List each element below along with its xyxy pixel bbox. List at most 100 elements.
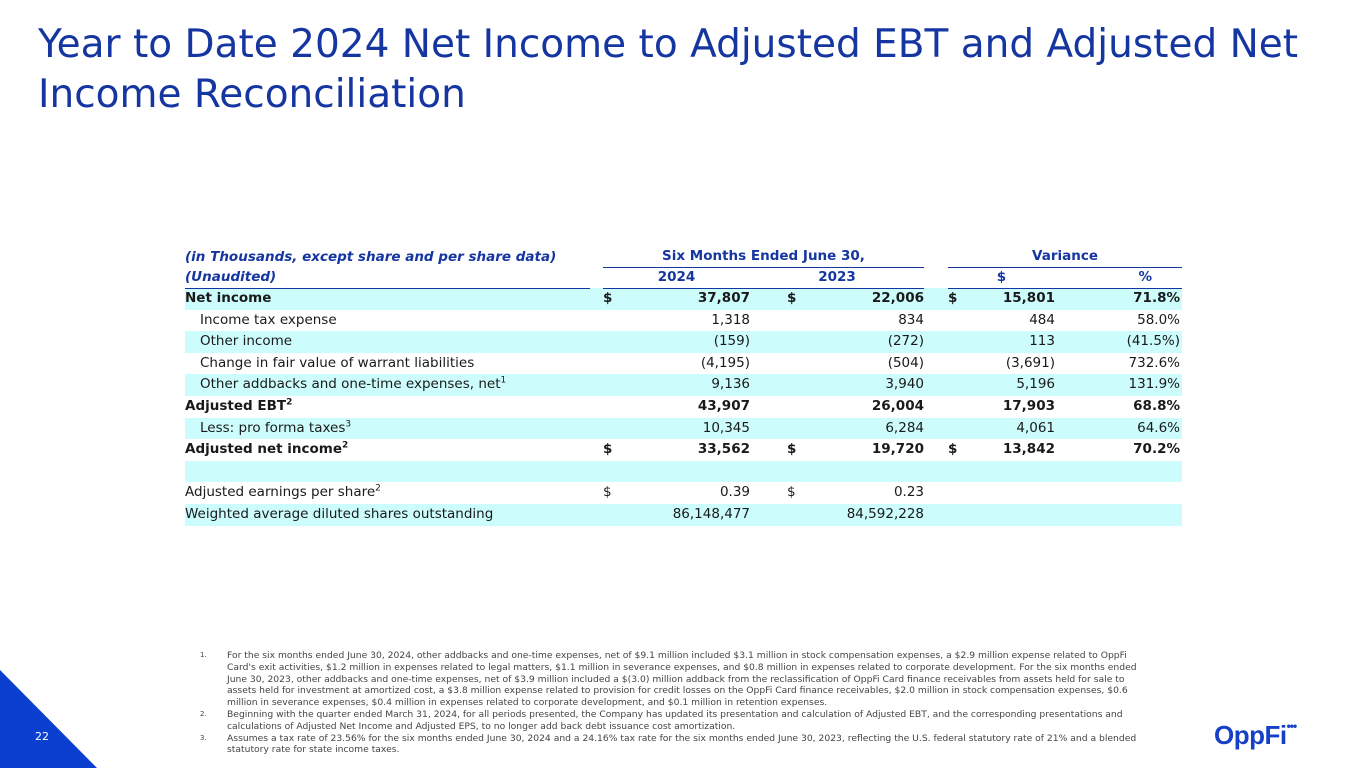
value-2024: (4,195) bbox=[625, 353, 750, 375]
variance-dollar-text: (3,691) bbox=[1005, 354, 1055, 371]
row-label: Adjusted EBT2 bbox=[185, 396, 603, 418]
footnotes: 1. For the six months ended June 30, 2024… bbox=[200, 650, 1140, 756]
page-title: Year to Date 2024 Net Income to Adjusted… bbox=[38, 22, 1299, 117]
value-2024: 43,907 bbox=[625, 396, 750, 418]
dollar-sign-2024-text: $ bbox=[603, 441, 613, 458]
row-label: Less: pro forma taxes3 bbox=[185, 418, 603, 440]
table-header-row-1: (in Thousands, except share and per shar… bbox=[185, 246, 1182, 268]
variance-dollar: 15,801 bbox=[968, 288, 1055, 310]
variance-dollar: 5,196 bbox=[968, 374, 1055, 396]
reconciliation-table: (in Thousands, except share and per shar… bbox=[185, 246, 1182, 526]
col-2023-header: 2023 bbox=[750, 267, 924, 289]
footnote-ref: 1 bbox=[500, 375, 507, 386]
value-2024-text: 33,562 bbox=[697, 441, 750, 458]
dollar-sign-2024: $ bbox=[603, 288, 625, 310]
variance-dollar: 484 bbox=[968, 310, 1055, 332]
value-2024-text: 86,148,477 bbox=[672, 505, 750, 522]
row-label: Other addbacks and one-time expenses, ne… bbox=[185, 374, 603, 396]
value-2024-text: 43,907 bbox=[697, 397, 750, 414]
footnote: 2. Beginning with the quarter ended March… bbox=[200, 709, 1140, 733]
table-row: Less: pro forma taxes3 10,345 6,284 4,061 64… bbox=[185, 417, 1182, 440]
spacer-row bbox=[185, 460, 1182, 483]
row-label: Net income bbox=[185, 288, 603, 310]
variance-dollar: (3,691) bbox=[968, 353, 1055, 375]
value-2023-text: (272) bbox=[887, 333, 924, 350]
dollar-sign-2023: $ bbox=[750, 482, 800, 504]
value-2023-text: 6,284 bbox=[885, 419, 924, 436]
value-2023: 19,720 bbox=[800, 439, 924, 461]
dollar-sign-2023-text: $ bbox=[787, 484, 796, 501]
footnote-ref: 2 bbox=[342, 440, 349, 451]
row-label: Income tax expense bbox=[185, 310, 603, 332]
table-row: Adjusted earnings per share2 $0.39 $0.23 bbox=[185, 482, 1182, 504]
value-2023-text: 834 bbox=[898, 311, 924, 328]
variance-percent: 732.6% bbox=[1055, 353, 1182, 375]
variance-dollar-text: 5,196 bbox=[1016, 376, 1055, 393]
col-var-dollar-header: $ bbox=[948, 267, 1055, 289]
variance-dollar-text: 113 bbox=[1029, 333, 1055, 350]
dollar-sign-2023-text: $ bbox=[787, 441, 797, 458]
corner-triangle-decoration bbox=[0, 670, 97, 768]
row-label: Change in fair value of warrant liabilit… bbox=[185, 353, 603, 375]
footnote: 1. For the six months ended June 30, 2024… bbox=[200, 650, 1140, 709]
footnote-ref: 2 bbox=[375, 483, 381, 494]
table-row: Income tax expense 1,318 834 484 58.0% bbox=[185, 310, 1182, 332]
value-2024: 33,562 bbox=[625, 439, 750, 461]
row-label: Adjusted net income2 bbox=[185, 439, 603, 461]
variance-dollar: 17,903 bbox=[968, 396, 1055, 418]
footnote-ref: 2 bbox=[286, 397, 293, 408]
row-label-text: Change in fair value of warrant liabilit… bbox=[200, 354, 475, 371]
value-2023: 22,006 bbox=[800, 288, 924, 310]
row-label: Adjusted earnings per share2 bbox=[185, 482, 603, 504]
unaudited-label: (Unaudited) bbox=[185, 267, 590, 289]
table-row: Adjusted EBT2 43,907 26,004 17,903 68.8% bbox=[185, 396, 1182, 418]
variance-percent-text: 70.2% bbox=[1133, 441, 1180, 458]
value-2024: 86,148,477 bbox=[625, 504, 750, 526]
variance-dollar-text: 17,903 bbox=[1002, 397, 1055, 414]
footnote-number: 3. bbox=[200, 733, 207, 742]
variance-percent-text: 71.8% bbox=[1133, 290, 1180, 306]
variance-percent: 71.8% bbox=[1055, 288, 1182, 310]
variance-dollar-text: 484 bbox=[1029, 311, 1055, 328]
value-2023-text: 0.23 bbox=[893, 484, 924, 501]
variance-percent-text: 58.0% bbox=[1137, 311, 1180, 328]
value-2023: 6,284 bbox=[800, 418, 924, 440]
table-row: Other income (159) (272) 113 (41.5%) bbox=[185, 331, 1182, 353]
table-row: Change in fair value of warrant liabilit… bbox=[185, 353, 1182, 375]
value-2023: 26,004 bbox=[800, 396, 924, 418]
variance-percent: 58.0% bbox=[1055, 310, 1182, 332]
row-label: Other income bbox=[185, 331, 603, 353]
value-2023-text: 22,006 bbox=[871, 290, 924, 306]
dollar-sign-2024: $ bbox=[603, 439, 625, 461]
row-label-text: Weighted average diluted shares outstand… bbox=[185, 505, 494, 522]
footnote-ref: 3 bbox=[345, 419, 352, 430]
variance-percent-text: 131.9% bbox=[1128, 376, 1180, 393]
dollar-sign-2023-text: $ bbox=[787, 290, 797, 306]
units-note: (in Thousands, except share and per shar… bbox=[185, 248, 557, 265]
variance-dollar-text: 4,061 bbox=[1016, 419, 1055, 436]
dollar-sign-2023: $ bbox=[750, 288, 800, 310]
row-label-text: Income tax expense bbox=[200, 311, 337, 328]
variance-percent: 70.2% bbox=[1055, 439, 1182, 461]
value-2023: 3,940 bbox=[800, 374, 924, 396]
row-label-text: Less: pro forma taxes bbox=[200, 419, 346, 436]
dollar-sign-2023: $ bbox=[750, 439, 800, 461]
dollar-sign-variance: $ bbox=[948, 439, 968, 461]
variance-percent-text: 64.6% bbox=[1137, 419, 1180, 436]
dollar-sign-2024-text: $ bbox=[603, 484, 612, 501]
table-header-row-2: (Unaudited) 2024 2023 $ % bbox=[185, 267, 1182, 289]
variance-percent: (41.5%) bbox=[1055, 331, 1182, 353]
dollar-sign-variance-text: $ bbox=[948, 441, 958, 458]
value-2023-text: 3,940 bbox=[885, 376, 924, 393]
row-label-text: Net income bbox=[185, 290, 272, 306]
row-label-text: Adjusted earnings per share bbox=[185, 484, 376, 501]
value-2024: 0.39 bbox=[625, 482, 750, 504]
dollar-sign-2024-text: $ bbox=[603, 290, 613, 306]
footnote-number: 1. bbox=[200, 651, 207, 659]
variance-percent-text: 732.6% bbox=[1128, 354, 1180, 371]
footnote-number: 2. bbox=[200, 709, 207, 718]
value-2024-text: 1,318 bbox=[711, 311, 750, 328]
table-row: Net income $37,807 $22,006 $15,801 71.8% bbox=[185, 288, 1182, 310]
row-label-text: Other income bbox=[200, 333, 293, 350]
value-2023: 834 bbox=[800, 310, 924, 332]
